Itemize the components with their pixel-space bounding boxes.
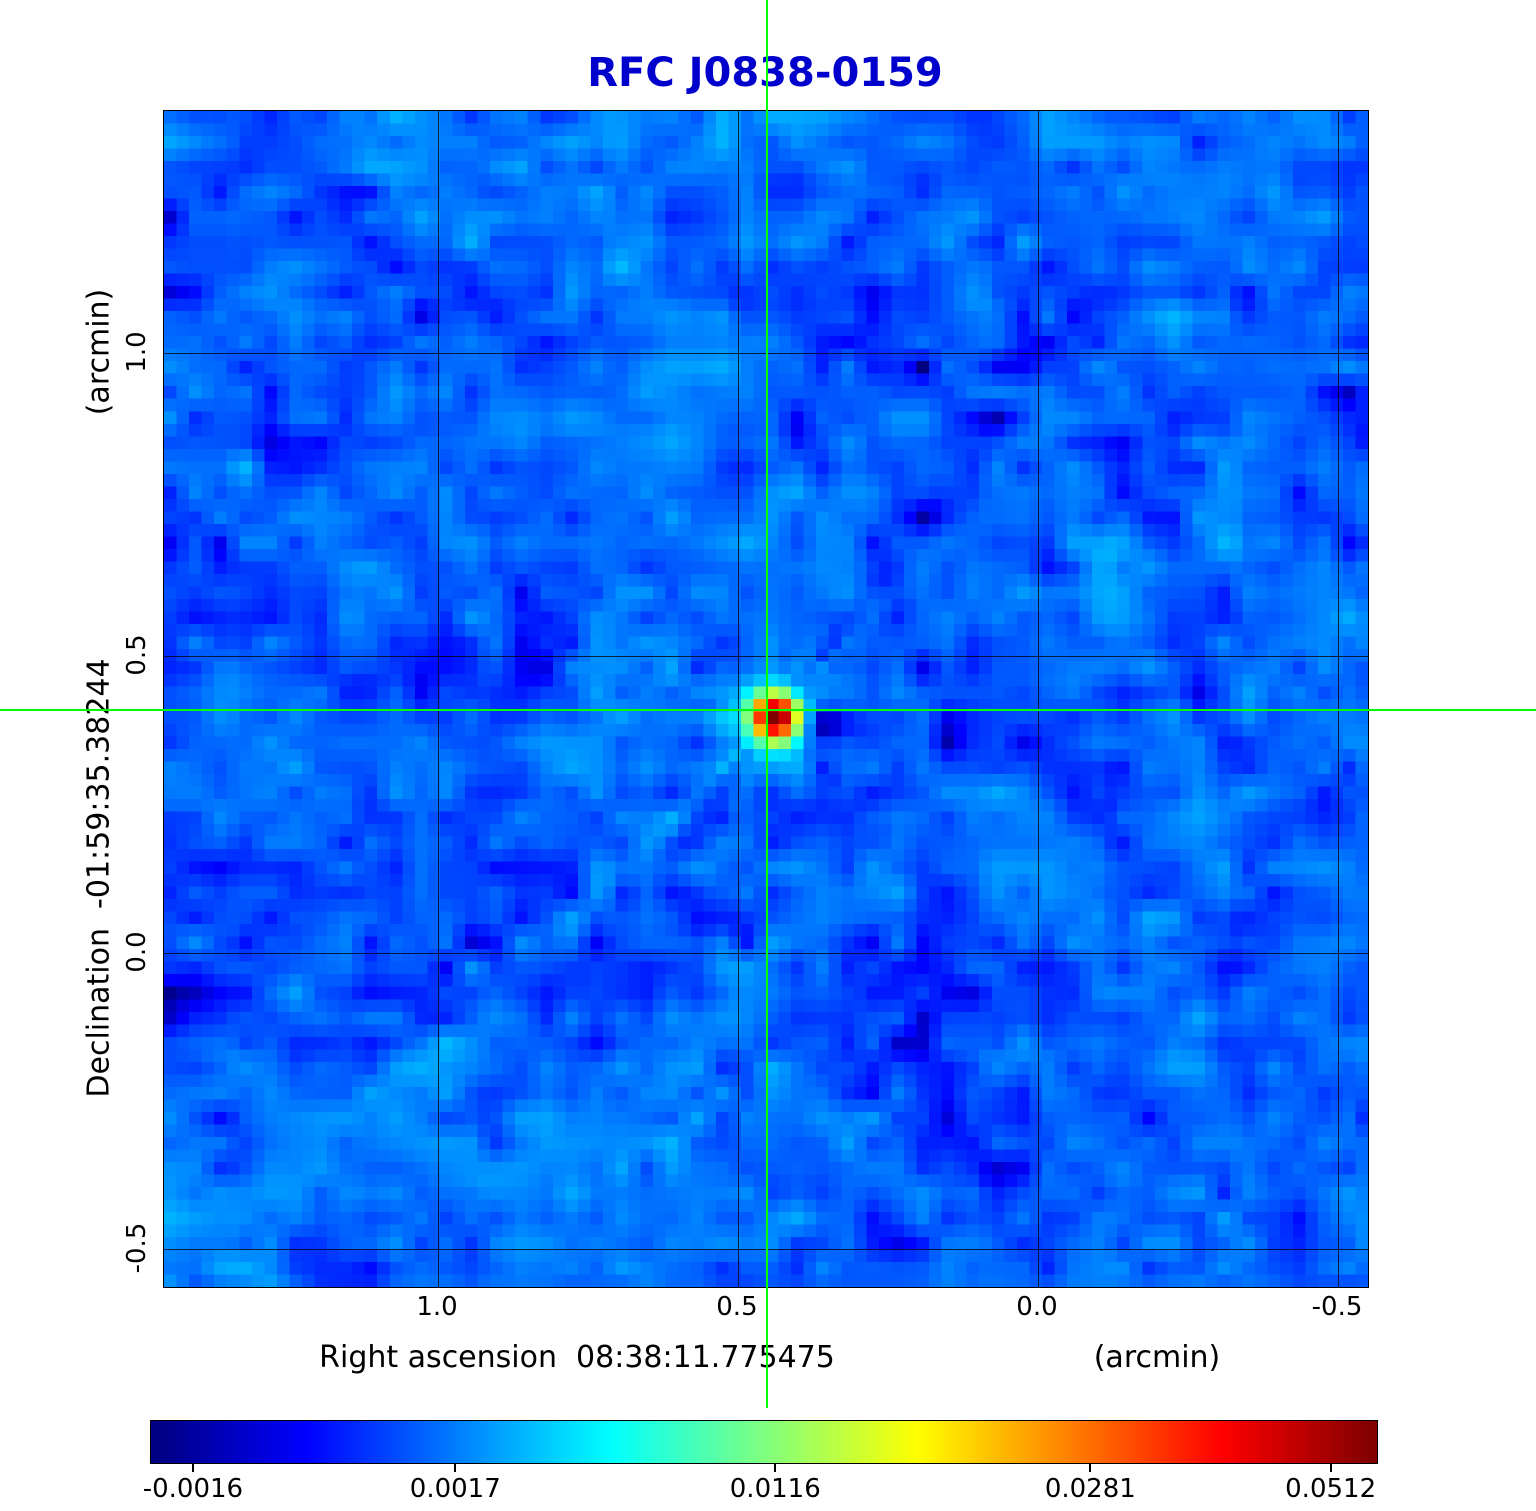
colorbar-tick xyxy=(454,1463,457,1472)
grid-line-horizontal xyxy=(164,353,1368,355)
x-tick-label: -0.5 xyxy=(1311,1292,1363,1322)
x-axis-unit: (arcmin) xyxy=(1093,1340,1221,1375)
colorbar-tick-label: -0.0016 xyxy=(142,1474,244,1504)
x-tick-label: 1.0 xyxy=(416,1292,458,1322)
crosshair-horizontal-line xyxy=(0,708,1536,711)
colorbar-tick-label: 0.0281 xyxy=(1044,1474,1136,1504)
chart-title: RFC J0838-0159 xyxy=(587,50,943,96)
x-axis-label: Right ascension 08:38:11.775475 xyxy=(319,1340,835,1375)
colorbar-tick-label: 0.0512 xyxy=(1285,1474,1377,1504)
y-axis-unit: (arcmin) xyxy=(81,288,117,416)
colorbar-tick xyxy=(191,1463,194,1472)
y-tick-label: -0.5 xyxy=(122,1222,152,1274)
grid-line-horizontal xyxy=(164,655,1368,657)
colorbar-tick xyxy=(1329,1463,1332,1472)
grid-line-vertical xyxy=(1037,111,1039,1287)
colorbar-tick xyxy=(774,1463,777,1472)
y-tick-label: 0.0 xyxy=(122,931,152,973)
crosshair-vertical-line xyxy=(766,0,769,1408)
grid-line-vertical xyxy=(1338,111,1340,1287)
grid-line-vertical xyxy=(438,111,440,1287)
colorbar-tick xyxy=(1089,1463,1092,1472)
grid-line-horizontal xyxy=(164,953,1368,955)
grid-line-vertical xyxy=(737,111,739,1287)
heatmap-plot xyxy=(163,110,1369,1288)
colorbar xyxy=(150,1420,1378,1464)
colorbar-tick-label: 0.0116 xyxy=(729,1474,821,1504)
grid-line-horizontal xyxy=(164,1249,1368,1250)
y-axis-label: Declination -01:59:35.38244 xyxy=(81,658,117,1098)
colorbar-tick-label: 0.0017 xyxy=(409,1474,501,1504)
y-tick-label: 0.5 xyxy=(122,634,152,676)
colorbar-canvas xyxy=(151,1421,1377,1463)
y-tick-label: 1.0 xyxy=(122,331,152,373)
heatmap-canvas xyxy=(164,111,1368,1287)
x-tick-label: 0.0 xyxy=(1016,1292,1058,1322)
x-tick-label: 0.5 xyxy=(716,1292,758,1322)
